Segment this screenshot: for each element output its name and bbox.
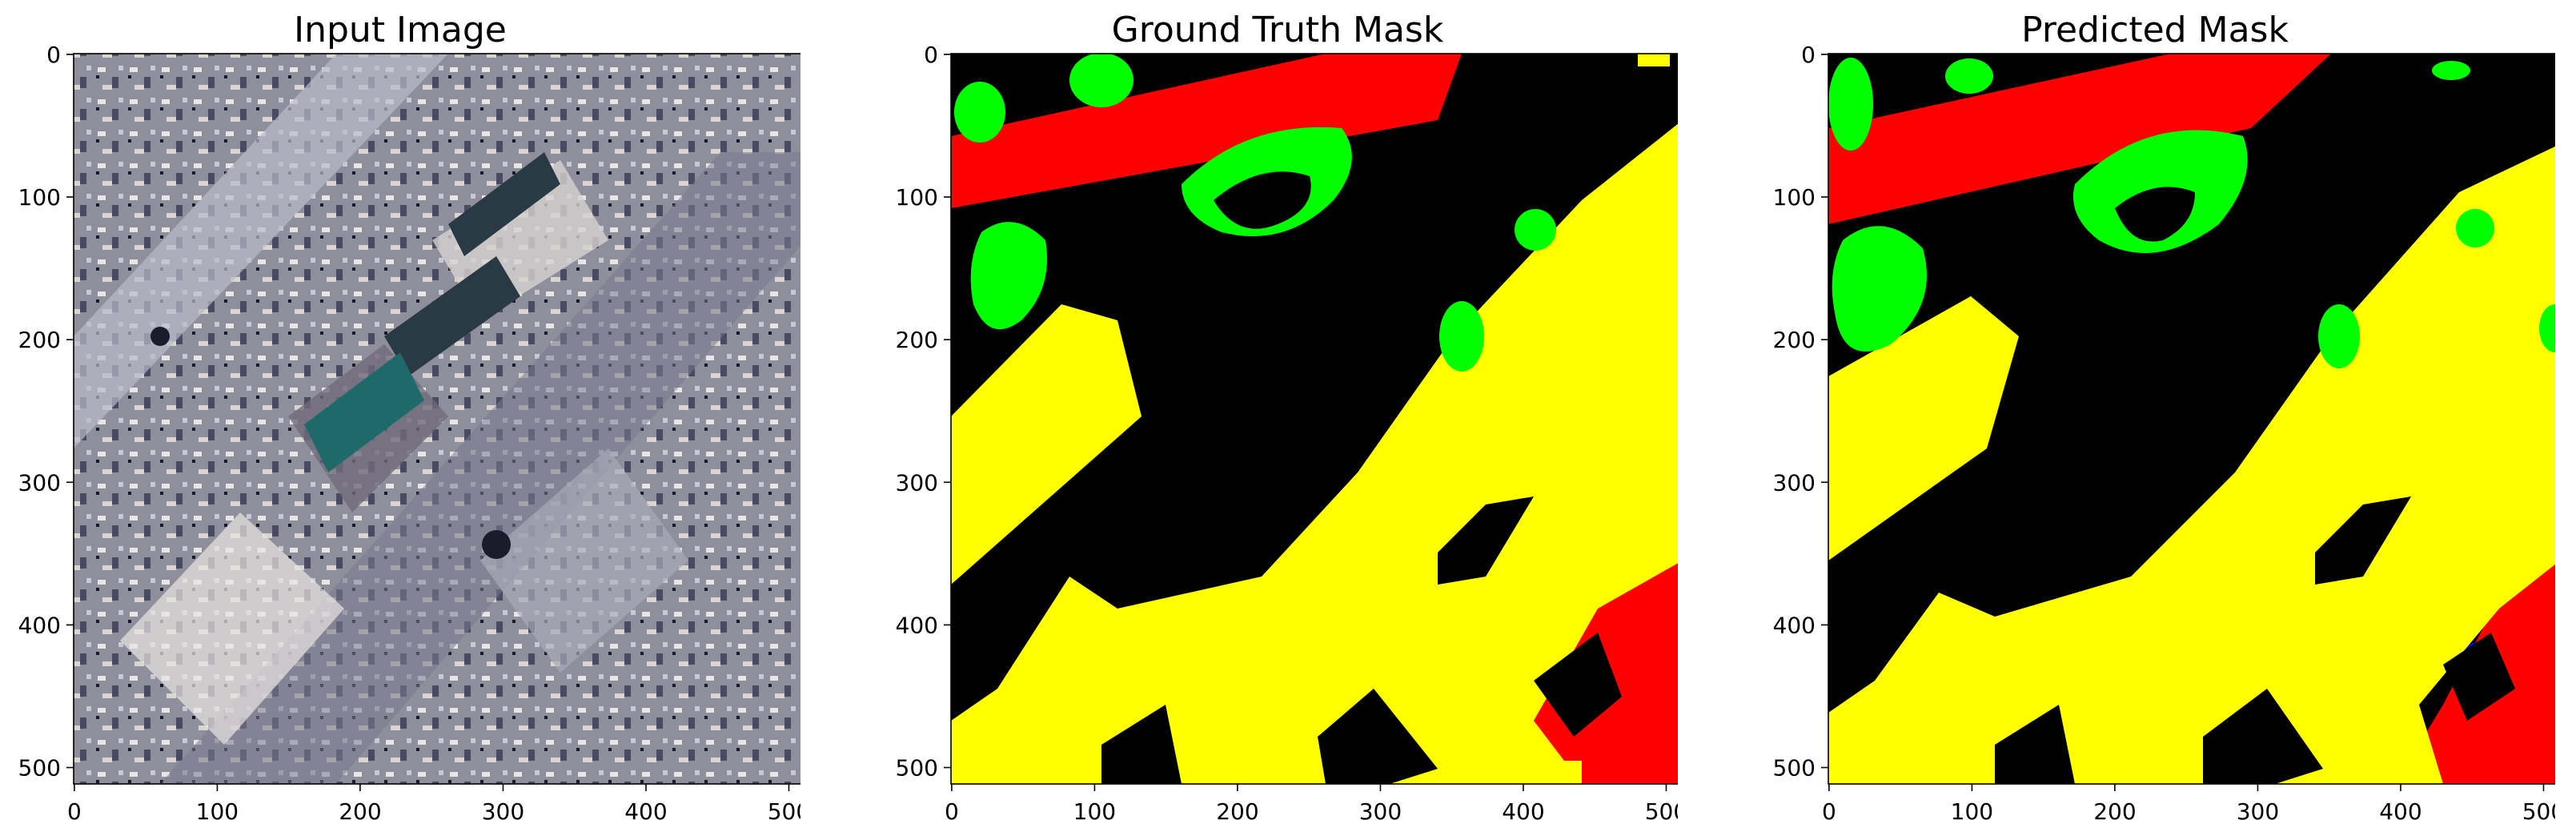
y-tick-label: 400	[1773, 612, 1816, 638]
predicted-mask	[1828, 54, 2555, 784]
y-axis: 0 100 200 300 400 500	[18, 42, 74, 782]
x-tick-label: 400	[2379, 798, 2422, 825]
panel-title: Input Image	[294, 10, 507, 50]
y-tick-label: 0	[924, 42, 938, 68]
y-tick-label: 200	[896, 327, 938, 353]
x-tick-label: 500	[768, 798, 800, 825]
x-tick-label: 0	[1822, 798, 1836, 825]
ground-truth-mask	[951, 53, 1678, 784]
y-tick-label: 300	[18, 469, 61, 496]
x-axis: 0 100 200 300 400 500	[1822, 784, 2555, 825]
y-tick-label: 400	[896, 612, 938, 638]
x-tick-label: 200	[2093, 798, 2136, 825]
y-tick-label: 300	[896, 469, 938, 496]
x-axis: 0 100 200 300 400 500	[945, 784, 1678, 825]
panel-ground-truth-mask: Ground Truth Mask	[877, 0, 1678, 840]
x-tick-label: 100	[1951, 798, 1993, 825]
x-axis: 0 100 200 300 400 500	[67, 784, 800, 825]
x-tick-label: 200	[339, 798, 381, 825]
axes-frame	[1828, 53, 2555, 785]
y-tick-label: 100	[1773, 184, 1816, 211]
x-tick-label: 0	[67, 798, 82, 825]
x-tick-label: 400	[1502, 798, 1544, 825]
y-tick-label: 300	[1773, 469, 1816, 496]
y-tick-label: 500	[1773, 755, 1816, 782]
y-tick-label: 500	[18, 755, 61, 782]
input-image-axes: 0 100 200 300 400 500 0 100 200 300 400 500	[18, 42, 800, 825]
axes-frame	[950, 53, 1678, 785]
y-tick-label: 200	[18, 327, 61, 353]
panel-input-image: Input Image	[0, 0, 800, 840]
y-axis: 0 100 200 300 400 500	[896, 42, 951, 782]
panel-predicted-mask: Predicted Mask	[1755, 0, 2555, 840]
x-tick-label: 300	[2237, 798, 2279, 825]
y-tick-label: 0	[46, 42, 61, 68]
ground-truth-axes: 0 100 200 300 400 500 0 100 200 300 400 500	[896, 42, 1678, 825]
panel-title: Predicted Mask	[2021, 10, 2289, 50]
y-tick-label: 0	[1801, 42, 1816, 68]
input-image	[74, 54, 800, 784]
x-tick-label: 300	[1359, 798, 1402, 825]
y-tick-label: 400	[18, 612, 61, 638]
x-tick-label: 300	[482, 798, 524, 825]
predicted-axes: 0 100 200 300 400 500 0 100 200 300 400 500	[1773, 42, 2555, 825]
x-tick-label: 100	[1073, 798, 1116, 825]
y-axis: 0 100 200 300 400 500	[1773, 42, 1828, 782]
x-tick-label: 500	[2522, 798, 2555, 825]
x-tick-label: 500	[1645, 798, 1678, 825]
y-tick-label: 500	[896, 755, 938, 782]
axes-frame	[73, 53, 800, 785]
x-tick-label: 200	[1216, 798, 1258, 825]
x-tick-label: 400	[624, 798, 667, 825]
panel-title: Ground Truth Mask	[1111, 10, 1444, 50]
y-tick-label: 200	[1773, 327, 1816, 353]
y-tick-label: 100	[896, 184, 938, 211]
y-tick-label: 100	[18, 184, 61, 211]
x-tick-label: 100	[196, 798, 239, 825]
x-tick-label: 0	[945, 798, 959, 825]
